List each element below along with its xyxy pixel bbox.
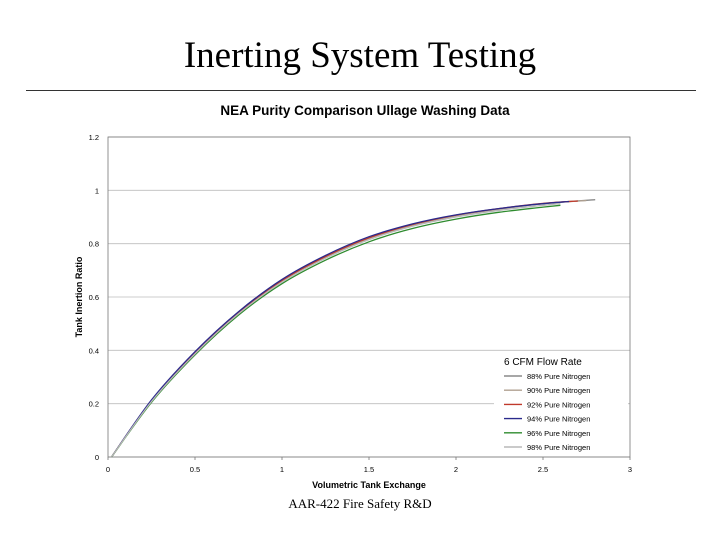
y-tick-label: 0.2 (89, 400, 99, 409)
x-tick-label: 1.5 (364, 465, 374, 474)
y-tick-label: 0.8 (89, 240, 99, 249)
legend-label: 98% Pure Nitrogen (527, 443, 590, 452)
title-divider (26, 90, 696, 91)
legend-label: 92% Pure Nitrogen (527, 400, 590, 409)
x-tick-label: 2 (454, 465, 458, 474)
series-line-5 (110, 203, 561, 458)
slide-footer: AAR-422 Fire Safety R&D (288, 496, 432, 511)
x-axis-ticks: 0 0.5 1 1.5 2 2.5 3 (106, 457, 632, 474)
legend-label: 94% Pure Nitrogen (527, 415, 590, 424)
x-tick-label: 1 (280, 465, 284, 474)
legend-label: 90% Pure Nitrogen (527, 386, 590, 395)
x-tick-label: 2.5 (538, 465, 548, 474)
legend-label: 96% Pure Nitrogen (527, 429, 590, 438)
legend-items: 88% Pure Nitrogen 90% Pure Nitrogen 92% Pu… (504, 372, 590, 452)
series-line-4 (110, 204, 561, 458)
y-axis-ticks: 0 0.2 0.4 0.6 0.8 1 1.2 (89, 133, 99, 462)
series-lines (110, 199, 596, 458)
y-tick-label: 0.6 (89, 293, 99, 302)
x-tick-label: 0.5 (190, 465, 200, 474)
x-tick-label: 3 (628, 465, 632, 474)
legend-title: 6 CFM Flow Rate (504, 357, 582, 368)
y-tick-label: 0.4 (89, 346, 99, 355)
y-tick-label: 1 (95, 186, 99, 195)
y-axis-label: Tank Inertion Ratio (74, 256, 84, 337)
chart-title: NEA Purity Comparison Ullage Washing Dat… (220, 103, 510, 118)
x-axis-label: Volumetric Tank Exchange (312, 480, 426, 490)
y-tick-label: 0 (95, 453, 99, 462)
legend-label: 88% Pure Nitrogen (527, 372, 590, 381)
legend: 6 CFM Flow Rate 88% Pure Nitrogen 90% Pur… (494, 352, 628, 456)
y-tick-label: 1.2 (89, 133, 99, 142)
x-tick-label: 0 (106, 465, 110, 474)
series-line-3 (110, 200, 570, 458)
slide-title: Inerting System Testing (183, 35, 537, 76)
